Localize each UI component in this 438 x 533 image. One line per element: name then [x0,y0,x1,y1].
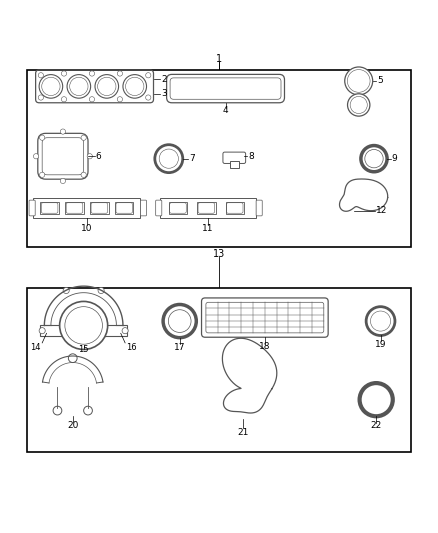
Circle shape [42,77,60,95]
Bar [27,288,411,452]
Text: 8: 8 [248,151,254,160]
Bar [197,202,215,214]
Circle shape [65,306,102,344]
Circle shape [81,172,86,177]
Circle shape [155,144,183,173]
FancyBboxPatch shape [141,200,147,216]
Circle shape [60,179,66,183]
Text: 1: 1 [216,54,222,64]
Circle shape [61,96,67,102]
Circle shape [60,129,66,134]
Circle shape [365,149,383,168]
Circle shape [350,96,367,114]
Circle shape [122,328,128,334]
Circle shape [33,154,39,159]
Bar [169,202,187,214]
Text: 11: 11 [202,223,214,232]
Text: 10: 10 [81,223,93,232]
Bar [27,70,411,247]
Circle shape [360,383,393,416]
Circle shape [68,354,77,362]
Circle shape [39,328,45,334]
Circle shape [38,95,43,100]
Bar [115,202,134,214]
Text: 17: 17 [174,343,185,352]
Circle shape [366,306,395,335]
Circle shape [361,146,387,172]
Circle shape [126,77,144,95]
Circle shape [146,72,151,78]
Circle shape [81,135,86,140]
Circle shape [38,72,43,78]
Circle shape [163,304,196,338]
Circle shape [95,75,119,98]
Circle shape [117,96,123,102]
Bar [230,161,239,168]
FancyBboxPatch shape [155,200,162,216]
Text: 14: 14 [30,343,41,352]
Bar [40,326,127,336]
Circle shape [159,149,178,168]
Circle shape [347,70,370,92]
Circle shape [89,71,95,76]
Circle shape [70,77,88,95]
Text: 5: 5 [377,76,383,85]
Circle shape [87,154,92,159]
Circle shape [89,96,95,102]
Circle shape [61,71,67,76]
Bar [160,198,256,219]
Circle shape [345,67,373,95]
Text: 13: 13 [213,249,225,259]
Bar [226,202,244,214]
Circle shape [53,406,62,415]
Circle shape [98,77,116,95]
Circle shape [84,406,92,415]
Bar [33,198,141,219]
Text: 19: 19 [375,340,386,349]
Bar [90,202,109,214]
Text: 3: 3 [161,89,167,98]
FancyBboxPatch shape [223,152,246,164]
Circle shape [371,311,391,331]
Circle shape [347,94,370,116]
FancyBboxPatch shape [256,200,262,216]
Text: 2: 2 [161,75,167,84]
Circle shape [146,95,151,100]
Circle shape [67,75,91,98]
Text: 18: 18 [259,342,271,351]
Text: 15: 15 [78,345,89,354]
FancyBboxPatch shape [29,200,35,216]
Text: 22: 22 [371,422,382,430]
Circle shape [60,302,108,350]
Circle shape [39,75,63,98]
Text: 21: 21 [237,428,249,437]
Circle shape [123,75,147,98]
Text: 20: 20 [67,422,78,430]
Circle shape [117,71,123,76]
Text: 6: 6 [95,152,101,161]
Text: 12: 12 [376,206,388,215]
Circle shape [39,172,45,177]
Circle shape [98,287,104,294]
Circle shape [168,310,191,333]
Circle shape [39,135,45,140]
Text: 9: 9 [392,154,397,163]
Text: 7: 7 [189,154,195,163]
Bar [40,202,59,214]
Bar [65,202,84,214]
Text: 16: 16 [127,343,137,352]
Circle shape [63,287,69,294]
Text: 4: 4 [223,106,228,115]
